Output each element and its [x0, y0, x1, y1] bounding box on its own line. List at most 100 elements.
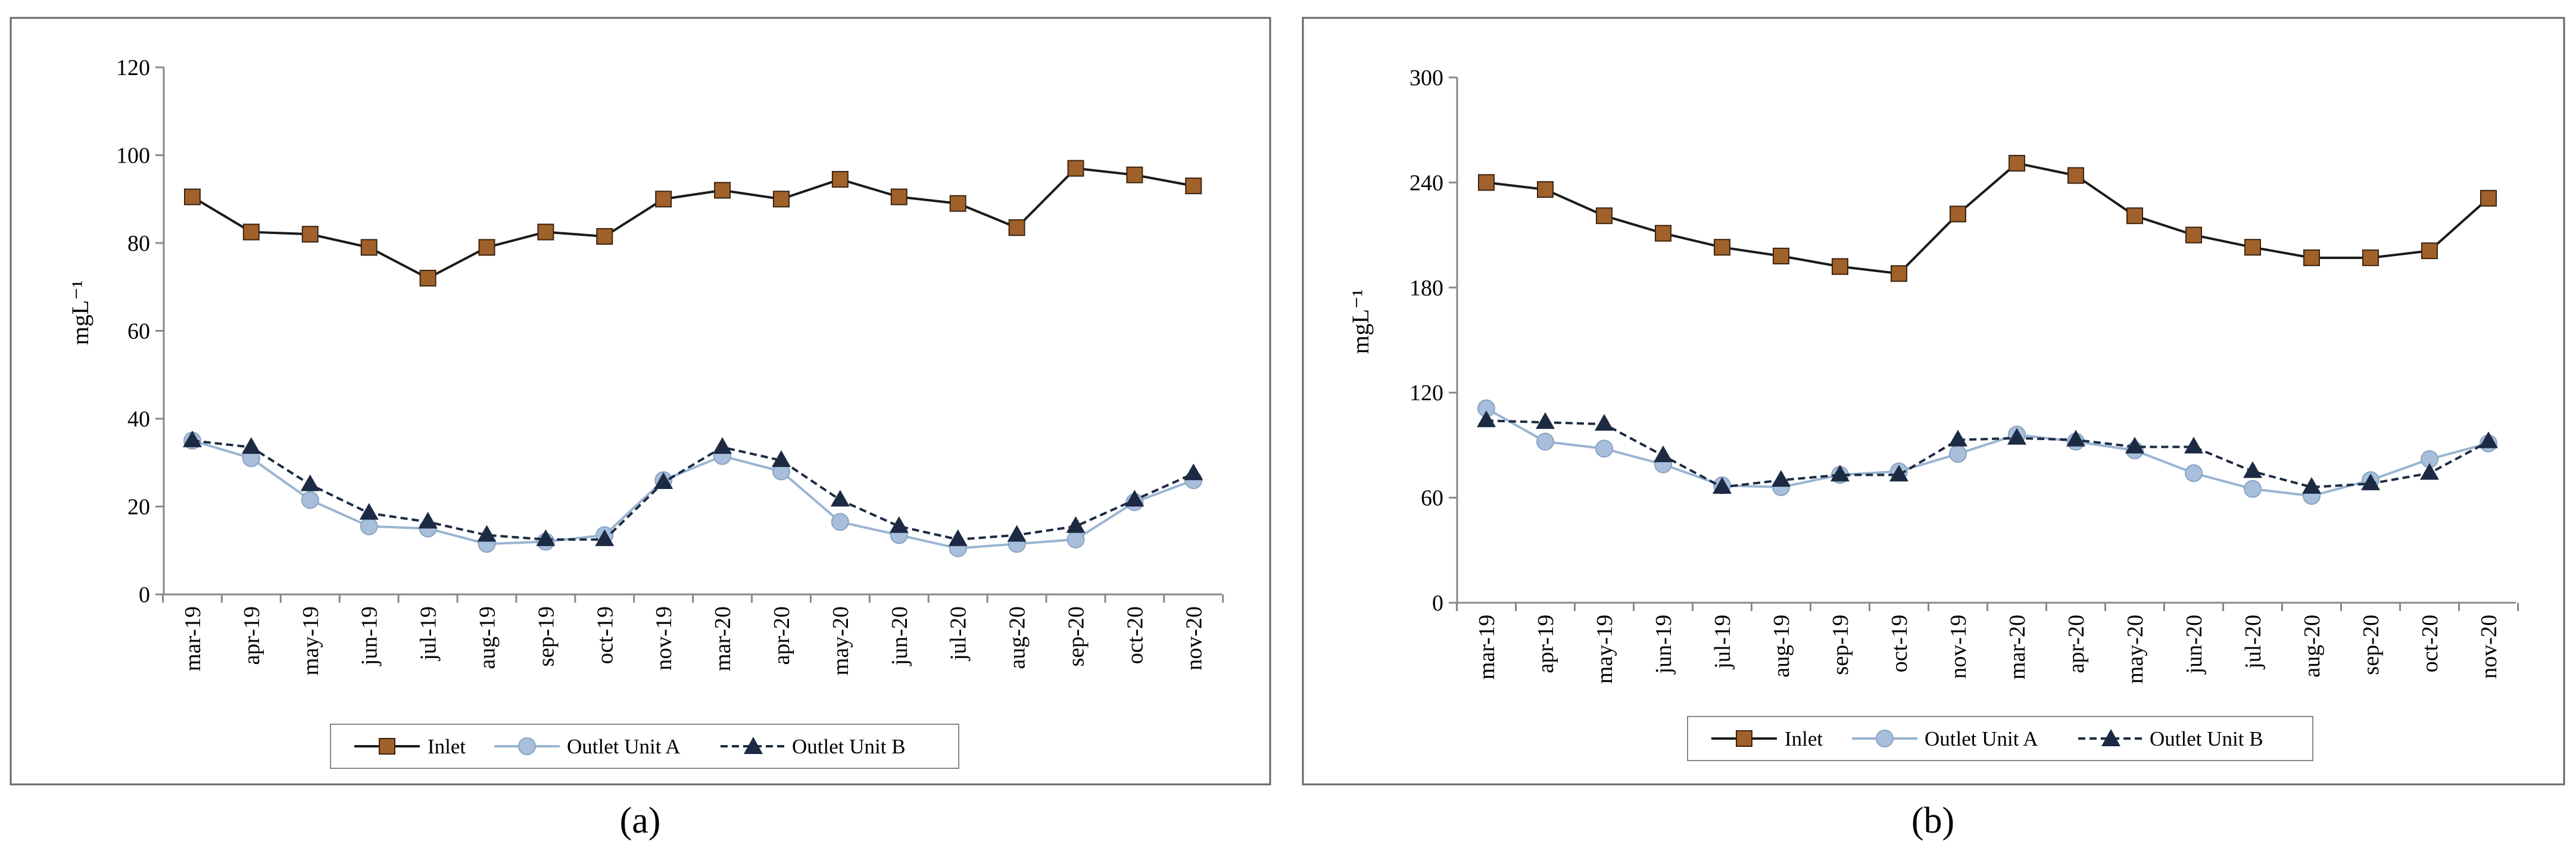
- chart-b-legend: Inlet Outlet Unit A Outlet Unit B: [1687, 716, 2313, 761]
- chart-b-series-line-outlet-a: [1486, 407, 2489, 497]
- chart-b-legend-outlet-a-marker: [1876, 730, 1894, 747]
- chart-b-series-line-outlet-b: [1486, 419, 2489, 489]
- chart-a-point-inlet: [831, 171, 849, 188]
- chart-b-point-outlet-b: [2479, 431, 2498, 448]
- chart-b-point-outlet-b: [2420, 463, 2439, 480]
- chart-b-y-tick-label: 300: [1409, 66, 1443, 91]
- chart-a-point-outlet-b: [595, 529, 615, 546]
- chart-b-point-inlet: [1832, 258, 1848, 275]
- chart-b-legend-outlet-a-text: Outlet Unit A: [1925, 727, 2038, 750]
- chart-a-point-inlet: [1185, 177, 1202, 195]
- chart-a-point-outlet-b: [1007, 525, 1027, 542]
- chart-a-point-inlet: [1126, 166, 1143, 183]
- chart-b-point-inlet: [1891, 265, 1907, 282]
- chart-a-point-outlet-b: [772, 450, 791, 468]
- chart-a-point-inlet: [714, 182, 731, 199]
- chart-b-point-outlet-b: [2361, 473, 2380, 491]
- chart-b-x-tick-label: mar-19: [1474, 615, 1499, 680]
- chart-a-point-inlet: [301, 226, 319, 243]
- chart-a-point-inlet: [478, 239, 495, 256]
- chart-b-y-ticks: 0 60 120 180 240 300: [1409, 66, 1457, 616]
- chart-a-y-tick-label: 100: [116, 144, 150, 169]
- chart-b-point-outlet-b: [1948, 429, 1967, 447]
- chart-b-series-line-inlet: [1486, 161, 2490, 275]
- chart-b-point-inlet: [1478, 174, 1495, 191]
- chart-b-x-tick-label: apr-20: [2064, 615, 2089, 673]
- chart-a-point-outlet-b: [713, 437, 732, 454]
- chart-a-point-inlet: [773, 191, 790, 208]
- chart-b-point-outlet-a: [2185, 464, 2203, 482]
- chart-b-legend-inlet-text: Inlet: [1785, 727, 1823, 750]
- chart-b-x-tick-label: jun-20: [2182, 615, 2207, 675]
- chart-b-point-outlet-b: [1477, 410, 1496, 428]
- chart-a-legend-outlet-a-text: Outlet Unit A: [567, 735, 681, 758]
- chart-b-point-outlet-a: [1595, 440, 1613, 458]
- chart-a-point-inlet: [890, 188, 907, 205]
- chart-a-x-tick-label: jul-19: [416, 606, 441, 662]
- chart-a-ylabel: mgL⁻¹: [67, 281, 93, 345]
- chart-a-point-outlet-a: [831, 513, 849, 531]
- chart-a-legend-box: [330, 724, 959, 769]
- chart-a-x-tick-label: jun-19: [357, 606, 382, 666]
- chart-a-y-tick-label: 0: [139, 582, 150, 607]
- chart-a-x-tick-label: mar-19: [180, 606, 205, 671]
- chart-b-legend-outlet-b-text: Outlet Unit B: [2150, 727, 2263, 750]
- chart-a-y-tick-label: 20: [127, 495, 150, 520]
- chart-b-series: [1477, 155, 2498, 505]
- chart-b-point-inlet: [1537, 181, 1554, 198]
- chart-a-x-tick-label: may-20: [828, 606, 853, 675]
- chart-a-x-tick-label: aug-19: [475, 606, 500, 669]
- chart-b-x-tick-label: aug-20: [2300, 615, 2325, 678]
- chart-a-x-tick-label: mar-20: [710, 606, 735, 671]
- chart-b-point-outlet-b: [1536, 412, 1555, 429]
- chart-panel-a: 0 20 40 60 80 100 120 mar-19 apr-19 may-19 jun-19…: [10, 17, 1271, 786]
- chart-b-x-tick-label: oct-19: [1887, 615, 1912, 672]
- chart-b-point-inlet: [1714, 239, 1730, 256]
- chart-a-legend-outlet-b-text: Outlet Unit B: [792, 735, 906, 758]
- chart-b-legend-outlet-b-marker: [2101, 729, 2120, 746]
- chart-a-series-line-outlet-b: [192, 439, 1195, 541]
- chart-a-x-tick-label: nov-20: [1181, 606, 1206, 671]
- chart-b-point-outlet-b: [1830, 465, 1850, 482]
- chart-a-series-line-inlet: [191, 167, 1194, 280]
- chart-a-x-tick-label: oct-19: [592, 606, 618, 664]
- chart-b-x-tick-label: sep-19: [1828, 615, 1853, 675]
- chart-b-point-outlet-b: [2066, 429, 2085, 447]
- chart-a-point-outlet-b: [183, 430, 202, 447]
- chart-a-y-tick-label: 80: [127, 231, 150, 256]
- chart-b-point-outlet-b: [1889, 465, 1908, 482]
- chart-a-point-inlet: [184, 188, 201, 205]
- chart-a-legend-outlet-b-marker: [744, 737, 763, 754]
- chart-a-x-tick-label: nov-19: [651, 606, 676, 671]
- chart-b-point-inlet: [2362, 249, 2379, 266]
- chart-a-point-outlet-b: [1066, 516, 1086, 533]
- chart-b-point-outlet-b: [1713, 476, 1732, 494]
- chart-b-point-outlet-b: [2243, 461, 2262, 478]
- chart-a-x-tick-label: apr-20: [769, 606, 794, 665]
- chart-a-point-outlet-a: [1066, 530, 1085, 549]
- chart-b-point-inlet: [2244, 239, 2261, 256]
- chart-b-point-outlet-a: [1536, 432, 1554, 451]
- chart-b-y-tick-label: 60: [1421, 486, 1443, 511]
- chart-a-legend: Inlet Outlet Unit A Outlet Unit B: [330, 724, 959, 769]
- chart-a-series-line-outlet-a: [192, 439, 1194, 550]
- chart-a-point-outlet-b: [654, 472, 673, 489]
- panel-label-a: (a): [620, 800, 661, 841]
- chart-a-point-outlet-a: [301, 491, 319, 509]
- chart-b-point-inlet: [1773, 247, 1789, 264]
- chart-a-point-outlet-a: [360, 517, 378, 535]
- chart-b-point-outlet-b: [1772, 470, 1791, 487]
- chart-b-point-inlet: [2303, 249, 2320, 266]
- chart-a-point-outlet-b: [830, 490, 850, 507]
- chart-a-point-outlet-b: [359, 503, 379, 520]
- chart-a-point-inlet: [1008, 219, 1025, 236]
- chart-b-point-outlet-b: [2007, 428, 2026, 445]
- chart-b-point-outlet-a: [2244, 479, 2262, 498]
- chart-a-point-outlet-b: [1184, 463, 1203, 481]
- chart-a-point-inlet: [360, 239, 378, 256]
- chart-b-y-tick-label: 180: [1409, 276, 1443, 301]
- chart-b-x-tick-label: nov-19: [1946, 615, 1971, 679]
- chart-a-y-tick-label: 40: [127, 407, 150, 432]
- chart-b-y-tick-label: 120: [1409, 381, 1443, 406]
